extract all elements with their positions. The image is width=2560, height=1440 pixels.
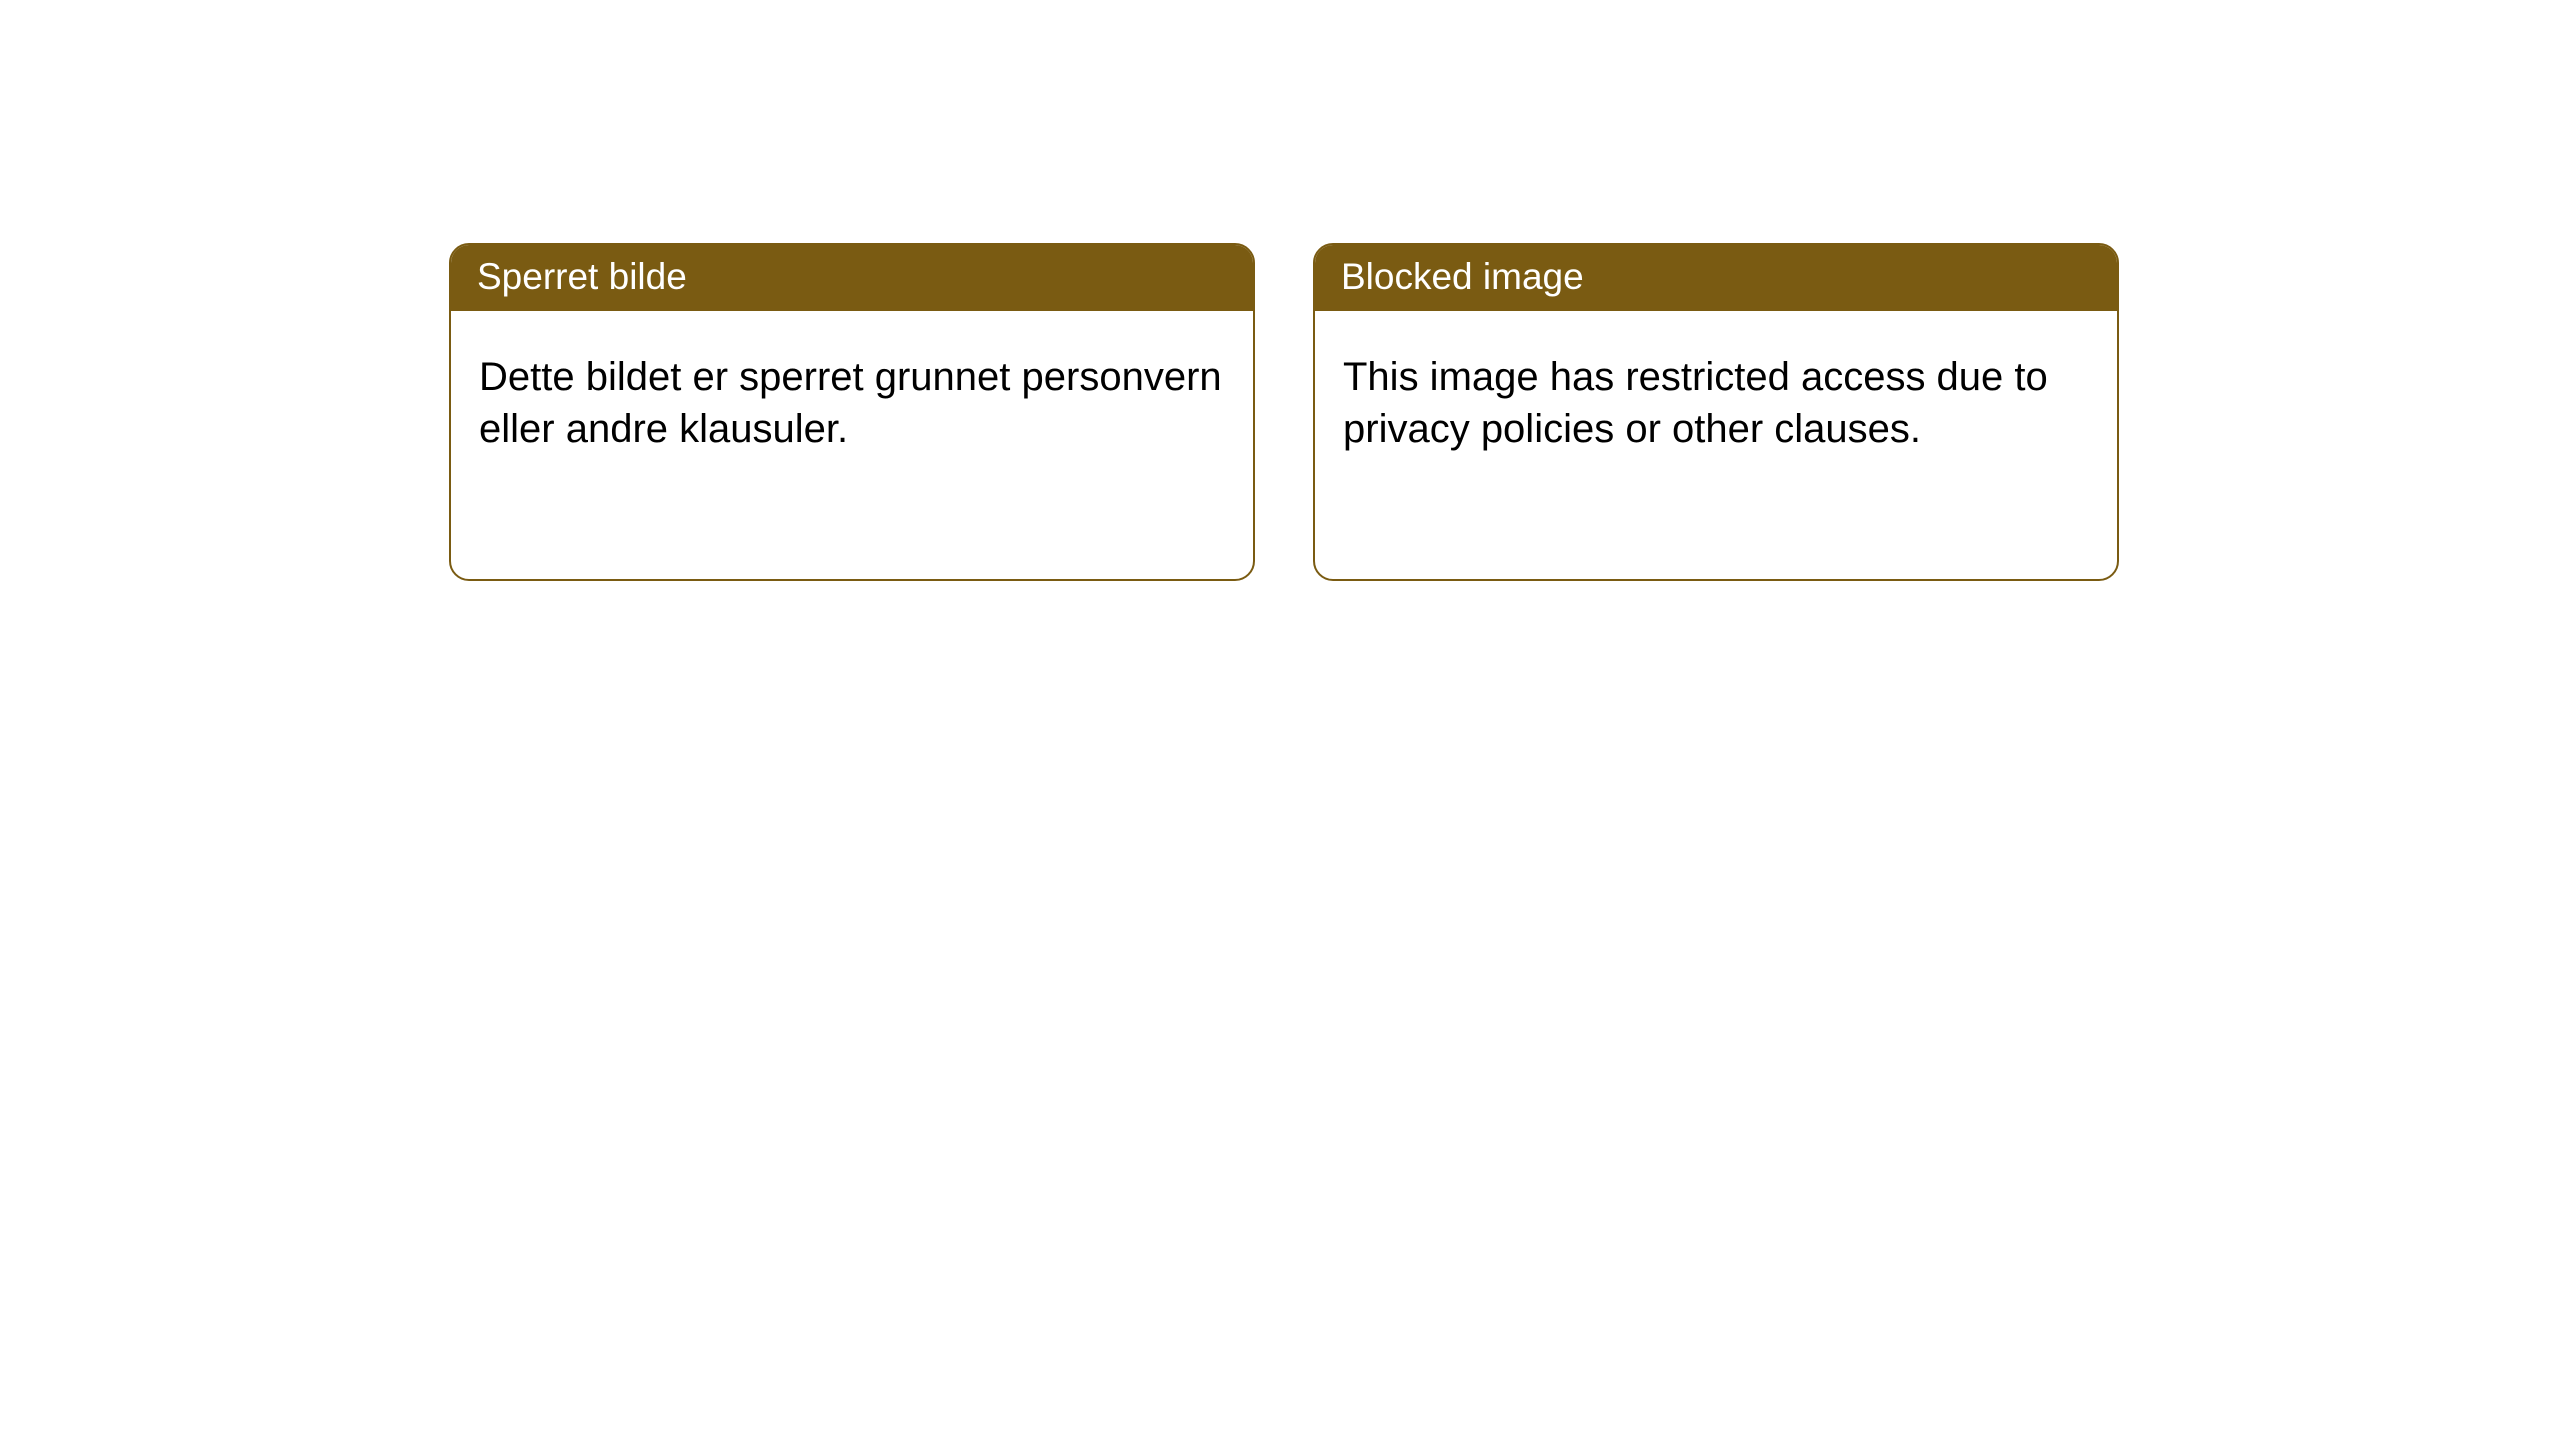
card-title: Blocked image: [1341, 256, 1584, 297]
card-body: Dette bildet er sperret grunnet personve…: [451, 311, 1253, 483]
notice-card-norwegian: Sperret bilde Dette bildet er sperret gr…: [449, 243, 1255, 581]
card-header: Blocked image: [1315, 245, 2117, 311]
notice-card-english: Blocked image This image has restricted …: [1313, 243, 2119, 581]
card-body: This image has restricted access due to …: [1315, 311, 2117, 483]
card-message: Dette bildet er sperret grunnet personve…: [479, 355, 1222, 451]
card-header: Sperret bilde: [451, 245, 1253, 311]
card-message: This image has restricted access due to …: [1343, 355, 2048, 451]
card-title: Sperret bilde: [477, 256, 687, 297]
notice-container: Sperret bilde Dette bildet er sperret gr…: [0, 0, 2560, 581]
